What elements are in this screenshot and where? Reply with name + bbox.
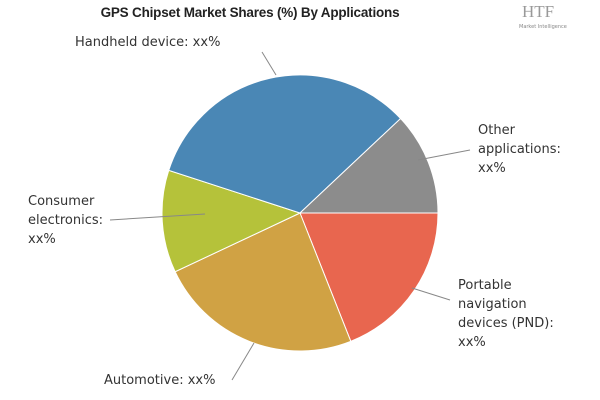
slice-label: Other applications: xx% [478, 123, 561, 176]
slice-label: Portable navigation devices (PND): xx% [458, 278, 554, 350]
slice-label: Consumer electronics: xx% [28, 194, 104, 247]
slice-label: Automotive: xx% [104, 373, 216, 388]
pie-slice [299, 212, 439, 342]
pie-slice [298, 117, 439, 214]
leader-line [109, 213, 206, 221]
pie-slice [168, 74, 402, 214]
logo-subtext: Market Intelligence [519, 24, 567, 30]
pie-slice [161, 169, 302, 273]
chart-title: GPS Chipset Market Shares (%) By Applica… [100, 5, 400, 20]
leader-line [231, 342, 255, 381]
leader-line [417, 149, 471, 161]
logo: HTF [522, 2, 555, 21]
leader-line [261, 51, 277, 76]
slice-label: Handheld device: xx% [75, 35, 221, 50]
pie-slice [174, 212, 352, 352]
leader-line [411, 287, 451, 301]
